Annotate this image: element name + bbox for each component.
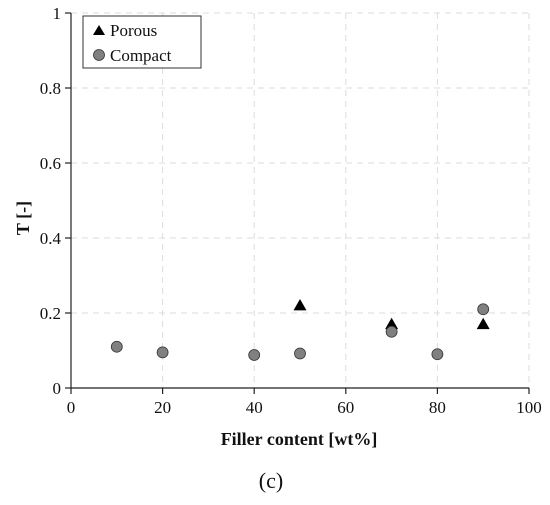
y-tick-label: 0 [53, 379, 62, 398]
compact-point [294, 347, 306, 360]
y-tick-label: 0.4 [40, 229, 62, 248]
compact-point [110, 340, 123, 353]
panel-label: (c) [259, 468, 283, 493]
legend-marker-compact [93, 49, 105, 61]
x-tick-label: 60 [337, 398, 354, 417]
y-tick-label: 1 [53, 4, 62, 23]
legend-marker-porous [93, 25, 105, 35]
x-tick-label: 80 [429, 398, 446, 417]
legend-label-porous: Porous [110, 21, 157, 40]
y-tick-label: 0.2 [40, 304, 61, 323]
x-axis-ticks: 0 20 40 60 80 100 [67, 388, 542, 417]
x-axis-title: Filler content [wt%] [221, 429, 378, 449]
legend: Porous Compact [82, 15, 202, 69]
y-axis-title: T [-] [13, 201, 33, 235]
legend-label-compact: Compact [110, 46, 172, 65]
grid [71, 12, 530, 388]
compact-point [385, 325, 398, 338]
compact-point [248, 349, 261, 361]
x-tick-label: 100 [516, 398, 542, 417]
porous-point [293, 299, 307, 311]
y-tick-label: 0.6 [40, 154, 61, 173]
x-tick-label: 0 [67, 398, 76, 417]
compact-point [156, 346, 169, 359]
x-tick-label: 40 [246, 398, 263, 417]
porous-point [476, 317, 490, 330]
compact-point [477, 303, 490, 316]
data-points [110, 299, 490, 361]
y-tick-label: 0.8 [40, 79, 61, 98]
porous-point [385, 317, 399, 330]
y-axis-ticks: 0 0.2 0.4 0.6 0.8 1 [40, 4, 71, 398]
x-tick-label: 20 [154, 398, 171, 417]
compact-point [431, 348, 444, 361]
axes [70, 13, 529, 389]
